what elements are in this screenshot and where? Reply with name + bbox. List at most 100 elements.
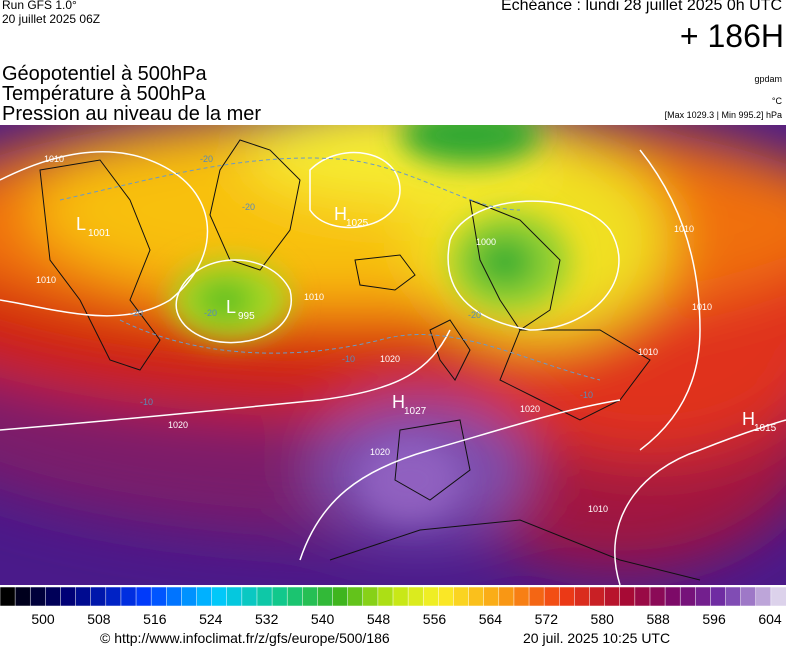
colorbar-swatch [528, 586, 545, 607]
colorbar-swatch [664, 586, 681, 607]
center-letter: L [226, 297, 236, 317]
center-letter: L [76, 214, 86, 234]
isobar-label: 1010 [44, 154, 64, 164]
unit: gpdam [754, 74, 782, 84]
colorbar-swatch [120, 586, 137, 607]
colorbar-swatch [710, 586, 727, 607]
temperature-label: -20 [200, 154, 213, 164]
unit: °C [771, 96, 782, 106]
temperature-label: -20 [242, 202, 255, 212]
run: 20 juillet 2025 06Z [2, 12, 101, 26]
coastlines [39, 139, 701, 581]
title: Pression au niveau de la mer [2, 103, 262, 125]
center-value: 1027 [404, 406, 427, 417]
title: Température à 500hPa [2, 83, 206, 105]
isobar-label: 1020 [370, 447, 390, 457]
colorbar-swatch [60, 586, 77, 607]
colorbar-tick-label: 548 [367, 611, 391, 627]
colorbar-tick-label: 564 [479, 611, 503, 627]
temperature-label: -10 [342, 354, 355, 364]
colorbar-swatch [422, 586, 440, 607]
colorbar-tick-label: 588 [646, 611, 670, 627]
colorbar-swatch [589, 586, 606, 607]
isobar-label: 1000 [476, 237, 496, 247]
colorbar-swatch [453, 586, 470, 607]
colorbar-swatch [407, 586, 424, 607]
isobar-label: 1020 [380, 354, 400, 364]
colorbar-swatch [725, 586, 742, 607]
temperature-label: -10 [580, 390, 593, 400]
isobar-label: 1010 [588, 504, 608, 514]
colorbar-swatch [166, 586, 183, 607]
isobar-label: 1010 [692, 302, 712, 312]
colorbar-swatch [513, 586, 530, 607]
lead-time: + 186H [679, 18, 784, 54]
center-letter: H [742, 409, 755, 429]
colorbar-swatch [317, 586, 334, 607]
colorbar-swatch [619, 586, 636, 607]
center-letter: H [392, 392, 405, 412]
field [0, 125, 786, 585]
center-value: 995 [238, 311, 255, 322]
colorbar-swatch [256, 586, 273, 607]
issue-date: 20 juil. 2025 10:25 UTC [523, 630, 671, 646]
colorbar-swatch [604, 586, 621, 607]
temperature-label: -20 [468, 310, 481, 320]
isobars [0, 149, 786, 585]
colorbar-swatch [135, 586, 152, 607]
colorbar-swatch [271, 586, 288, 607]
isobar-label: 1010 [304, 292, 324, 302]
colorbar-tick-label: 596 [702, 611, 726, 627]
colorbar-tick-label: 524 [199, 611, 223, 627]
isotherms [59, 157, 601, 381]
colorbar-swatch [150, 586, 168, 607]
colorbar-swatch [75, 586, 92, 607]
colorbar-swatch [105, 586, 122, 607]
source-url: © http://www.infoclimat.fr/z/gfs/europe/… [100, 630, 390, 646]
colorbar-swatch [286, 586, 304, 607]
colorbar-tick-label: 572 [535, 611, 559, 627]
colorbar-swatch [45, 586, 62, 607]
colorbar-swatch [498, 586, 515, 607]
center-value: 1025 [346, 218, 369, 229]
colorbar-swatch [347, 586, 364, 607]
colorbar-swatch [29, 586, 47, 607]
colorbar-swatch [679, 586, 697, 607]
colorbar-tick-label: 580 [591, 611, 615, 627]
colorbar-swatch [543, 586, 561, 607]
colorbar-swatch [181, 586, 198, 607]
valid-time: Echéance : lundi 28 juillet 2025 0h UTC [500, 0, 782, 14]
title: Géopotentiel à 500hPa [2, 63, 207, 85]
temperature-label: -10 [140, 397, 153, 407]
colorbar-tick-label: 508 [87, 611, 111, 627]
colorbar-swatch [362, 586, 379, 607]
colorbar-swatch [483, 586, 500, 607]
colorbar: 500 508 516 524 532 540 548 556 564 572 580 588 596 6… [0, 586, 786, 627]
isobar-label: 1010 [674, 224, 694, 234]
temperature-label: -20 [204, 308, 217, 318]
colorbar-swatch [0, 586, 16, 607]
isobar-label: 1010 [638, 347, 658, 357]
colorbar-swatch [634, 586, 651, 607]
colorbar-tick-label: 604 [758, 611, 782, 627]
colorbar-swatch [392, 586, 409, 607]
temperature-label: -20 [130, 308, 143, 318]
center-value: 1015 [754, 423, 777, 434]
colorbar-swatch [196, 586, 213, 607]
colorbar-swatch [755, 586, 772, 607]
colorbar-swatch [559, 586, 576, 607]
colorbar-swatch [574, 586, 591, 607]
colorbar-swatch [770, 586, 786, 607]
colorbar-swatch [90, 586, 107, 607]
colorbar-swatch [302, 586, 319, 607]
center-value: 1001 [88, 228, 111, 239]
colorbar-tick-label: 500 [31, 611, 55, 627]
colorbar-swatch [649, 586, 666, 607]
center-letter: H [334, 204, 347, 224]
colorbar-tick-label: 516 [143, 611, 167, 627]
colorbar-swatch [377, 586, 394, 607]
colorbar-swatch [226, 586, 243, 607]
colorbar-swatch [241, 586, 258, 607]
colorbar-tick-label: 556 [423, 611, 447, 627]
